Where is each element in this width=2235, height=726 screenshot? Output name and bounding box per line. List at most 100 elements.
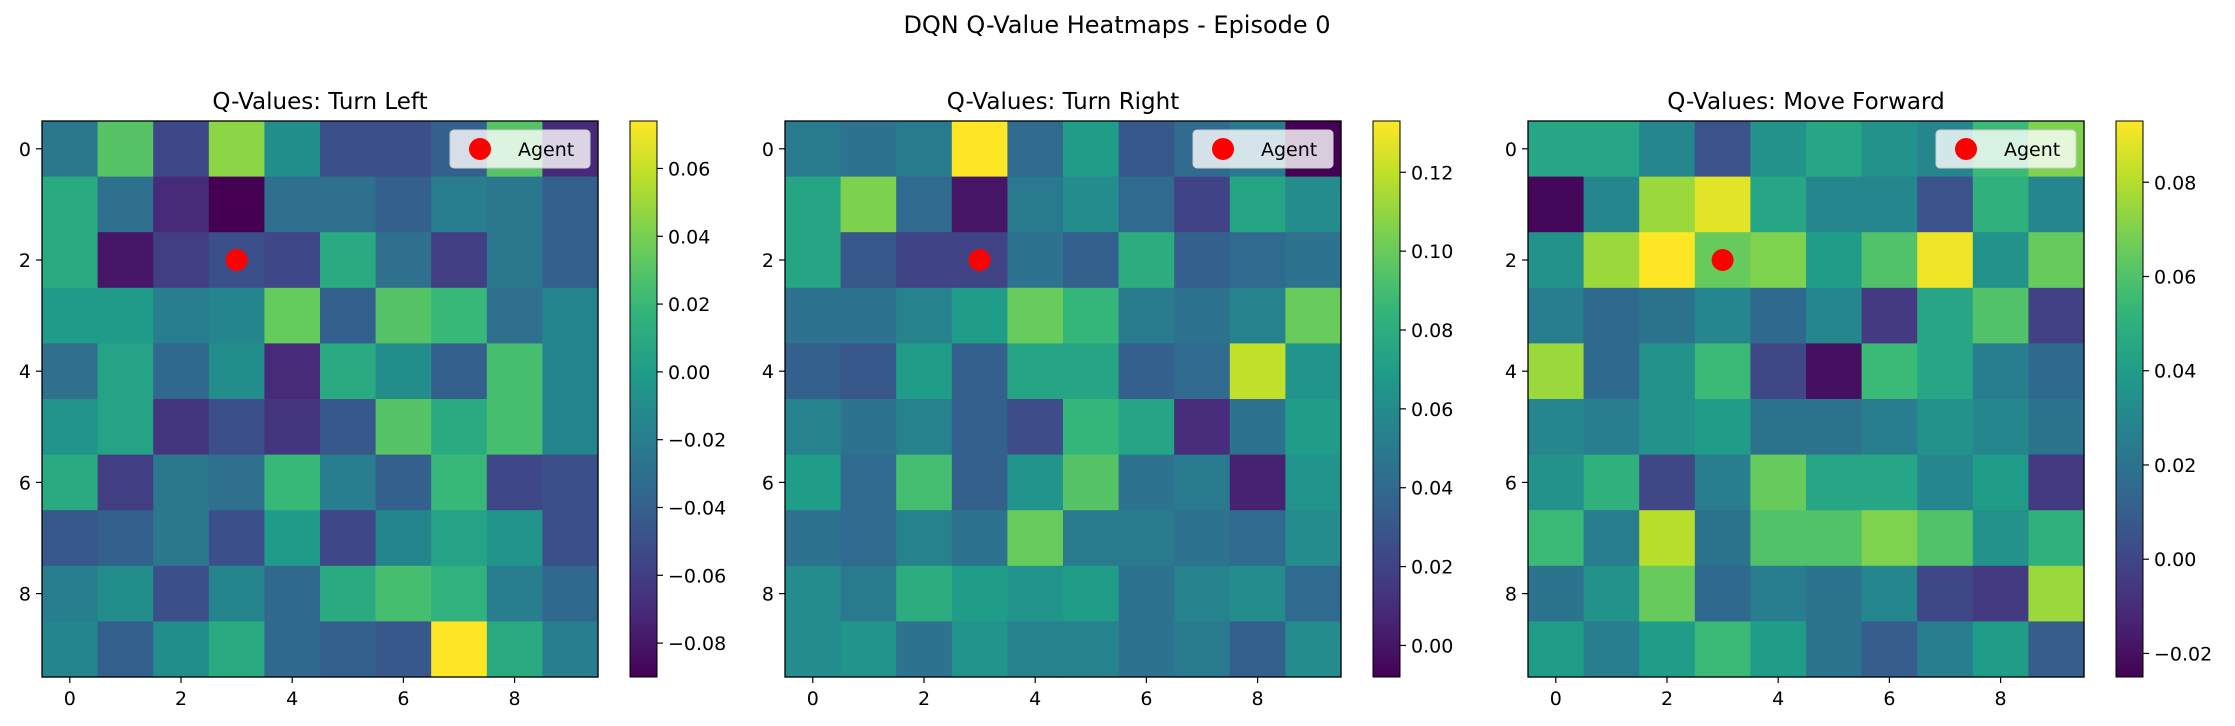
heatmap-cell (1806, 287, 1863, 344)
heatmap-cell (1972, 176, 2029, 233)
heatmap-cell (431, 454, 488, 511)
heatmap-cell (320, 399, 377, 456)
heatmap-cell (1118, 399, 1175, 456)
heatmap-cell (375, 399, 432, 456)
heatmap-cell (1583, 621, 1640, 678)
heatmap-cell (951, 565, 1008, 622)
heatmap-cell (1285, 454, 1342, 511)
heatmap-cell (208, 621, 265, 678)
heatmap-cell (153, 343, 210, 400)
colorbar-ticks: −0.08 −0.06 −0.04 −0.02 0.00 0.02 0.04 0.06 (657, 158, 726, 655)
x-tick-label: 4 (1029, 688, 1041, 710)
heatmap-cell (2028, 232, 2085, 289)
heatmap-cell (785, 399, 842, 456)
heatmap-cell (153, 121, 210, 178)
heatmap-cell (375, 232, 432, 289)
colorbar-ticks: 0.00 0.02 0.04 0.06 0.08 0.10 0.12 (1400, 162, 1453, 657)
heatmap-cell (1861, 621, 1918, 678)
heatmap-cell (1750, 176, 1807, 233)
y-tick-label: 0 (762, 139, 774, 161)
heatmap-cell (1750, 287, 1807, 344)
heatmap-cells (785, 121, 1342, 678)
heatmap-cell (208, 454, 265, 511)
heatmap-cell (1007, 454, 1064, 511)
heatmap-cell (1917, 510, 1974, 567)
heatmap-cell (1972, 454, 2029, 511)
x-tick-label: 6 (1140, 688, 1152, 710)
heatmap-cell (1528, 510, 1585, 567)
y-tick-label: 2 (1505, 250, 1517, 272)
colorbar-tick-label: 0.06 (1411, 399, 1453, 421)
heatmap-cell (1229, 287, 1286, 344)
heatmap-cell (1007, 287, 1064, 344)
heatmap-cell (1007, 176, 1064, 233)
colorbar-tick-label: 0.04 (1411, 478, 1453, 500)
colorbar-tick-label: 0.04 (2154, 361, 2196, 383)
heatmap-cell (840, 232, 897, 289)
heatmap-cell (1806, 621, 1863, 678)
y-tick-label: 6 (19, 472, 31, 494)
heatmap-cell (42, 343, 99, 400)
colorbar-tick-label: 0.00 (1411, 635, 1453, 657)
heatmap-cell (1583, 121, 1640, 178)
heatmap-cell (1694, 454, 1751, 511)
heatmap-cell (896, 621, 953, 678)
heatmap-cell (1285, 399, 1342, 456)
heatmap-cell (840, 121, 897, 178)
heatmap-cell (42, 121, 99, 178)
heatmap-cell (97, 287, 154, 344)
colorbar-tick-label: 0.12 (1411, 162, 1453, 184)
heatmap-cell (840, 343, 897, 400)
heatmap-cell (320, 176, 377, 233)
x-tick-label: 8 (509, 688, 521, 710)
heatmap-cell (1528, 621, 1585, 678)
heatmap-cell (1063, 287, 1120, 344)
heatmap-cell (431, 287, 488, 344)
heatmap-cell (1229, 176, 1286, 233)
heatmap-cell (1917, 176, 1974, 233)
heatmap-cell (896, 399, 953, 456)
heatmap-cell (951, 621, 1008, 678)
y-tick-label: 0 (19, 139, 31, 161)
heatmap-cell (1229, 399, 1286, 456)
heatmap-cell (486, 454, 543, 511)
colorbar-tick-label: −0.02 (2154, 643, 2212, 665)
heatmap-cell (542, 232, 599, 289)
figure-title: DQN Q-Value Heatmaps - Episode 0 (903, 11, 1330, 39)
heatmap-cell (542, 343, 599, 400)
heatmap-cell (1972, 510, 2029, 567)
heatmap-cell (431, 510, 488, 567)
heatmap-cell (208, 287, 265, 344)
heatmap-cell (1694, 121, 1751, 178)
heatmap-cell (320, 565, 377, 622)
y-tick-label: 4 (762, 361, 774, 383)
heatmap-cell (42, 287, 99, 344)
x-tick-label: 2 (175, 688, 187, 710)
heatmap-cell (431, 399, 488, 456)
heatmap-cell (1229, 454, 1286, 511)
heatmap-cell (97, 343, 154, 400)
heatmap-cell (1917, 343, 1974, 400)
heatmap-cell (1118, 287, 1175, 344)
heatmap-cell (1972, 399, 2029, 456)
heatmap-cell (1750, 621, 1807, 678)
heatmap-cell (1972, 232, 2029, 289)
heatmap-cell (264, 121, 321, 178)
heatmap-cell (208, 343, 265, 400)
heatmap-cell (542, 510, 599, 567)
heatmap-cell (1694, 176, 1751, 233)
heatmap-cell (785, 232, 842, 289)
heatmap-cell (1639, 121, 1696, 178)
heatmap-cell (951, 121, 1008, 178)
heatmap-cell (486, 565, 543, 622)
heatmap-cell (896, 510, 953, 567)
heatmap-panel-move-forward: Q-Values: Move Forward 0 2 4 6 8 0 2 4 6 8 Agent… (1505, 89, 2212, 710)
heatmap-cell (1285, 232, 1342, 289)
y-axis-ticks: 0 2 4 6 8 (19, 139, 42, 606)
legend: Agent (1192, 129, 1334, 169)
heatmap-cell (264, 232, 321, 289)
heatmap-cell (431, 176, 488, 233)
heatmap-cell (1917, 621, 1974, 678)
heatmap-cell (1528, 176, 1585, 233)
colorbar-tick-label: 0.00 (2154, 549, 2196, 571)
